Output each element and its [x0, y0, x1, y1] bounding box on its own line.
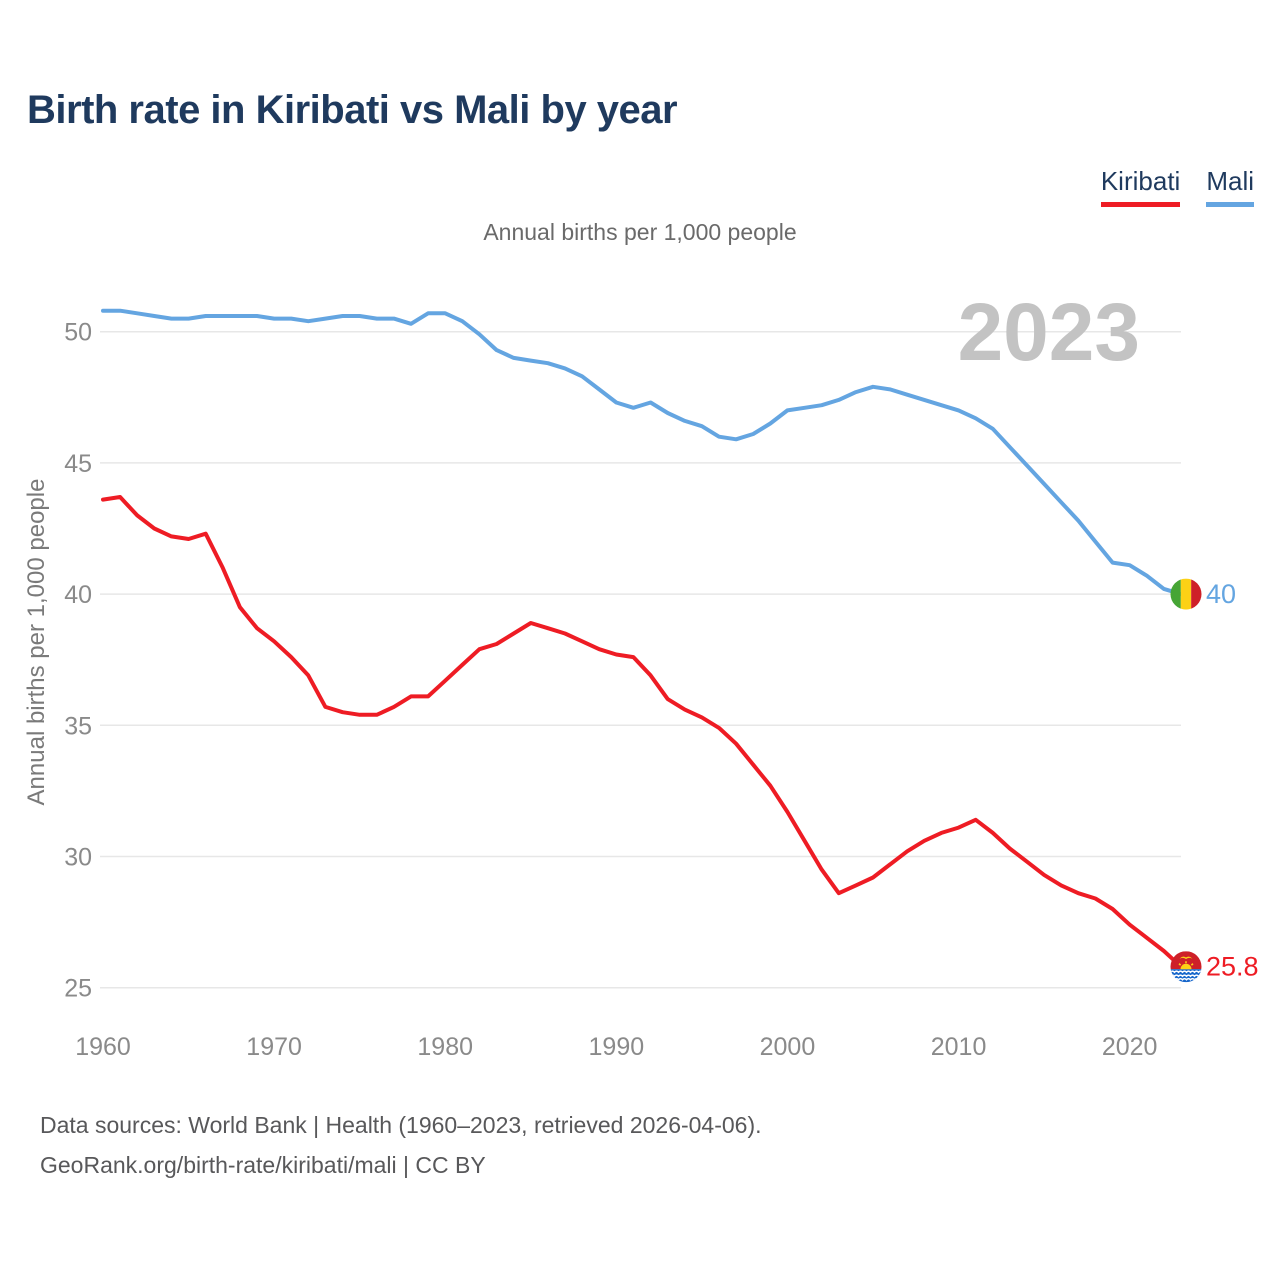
- kiribati-line: [101, 495, 1183, 969]
- page-title: Birth rate in Kiribati vs Mali by year: [27, 88, 678, 132]
- y-tick-label: 45: [64, 450, 92, 478]
- y-tick-label: 35: [64, 712, 92, 740]
- x-tick-label: 2020: [1102, 1033, 1158, 1061]
- mali-flag-icon: [1170, 578, 1202, 610]
- x-tick-label: 1960: [75, 1033, 131, 1061]
- mali-end-value-label: 40: [1206, 579, 1236, 609]
- legend: Kiribati Mali: [1100, 166, 1254, 207]
- kiribati-flag-icon: [1170, 951, 1202, 983]
- legend-item-kiribati[interactable]: Kiribati: [1100, 166, 1181, 207]
- y-axis-title: Annual births per 1,000 people: [23, 479, 50, 806]
- chart-subtitle: Annual births per 1,000 people: [483, 219, 797, 245]
- footer-attribution: GeoRank.org/birth-rate/kiribati/mali | C…: [40, 1152, 486, 1178]
- mali-line: [101, 308, 1183, 597]
- y-tick-label: 50: [64, 319, 92, 347]
- y-tick-label: 30: [64, 844, 92, 872]
- x-tick-label: 2010: [931, 1033, 987, 1061]
- y-tick-label: 40: [64, 581, 92, 609]
- x-tick-label: 1970: [246, 1033, 302, 1061]
- watermark-year: 2023: [958, 287, 1140, 378]
- y-tick-label: 25: [64, 975, 92, 1003]
- x-tick-label: 1990: [589, 1033, 645, 1061]
- x-tick-label: 2000: [760, 1033, 816, 1061]
- kiribati-end-value-label: 25.8: [1206, 952, 1259, 982]
- footer-data-sources: Data sources: World Bank | Health (1960–…: [40, 1112, 762, 1138]
- footer: Data sources: World Bank | Health (1960–…: [40, 1105, 762, 1185]
- x-tick-label: 1980: [417, 1033, 473, 1061]
- legend-item-mali[interactable]: Mali: [1206, 166, 1254, 207]
